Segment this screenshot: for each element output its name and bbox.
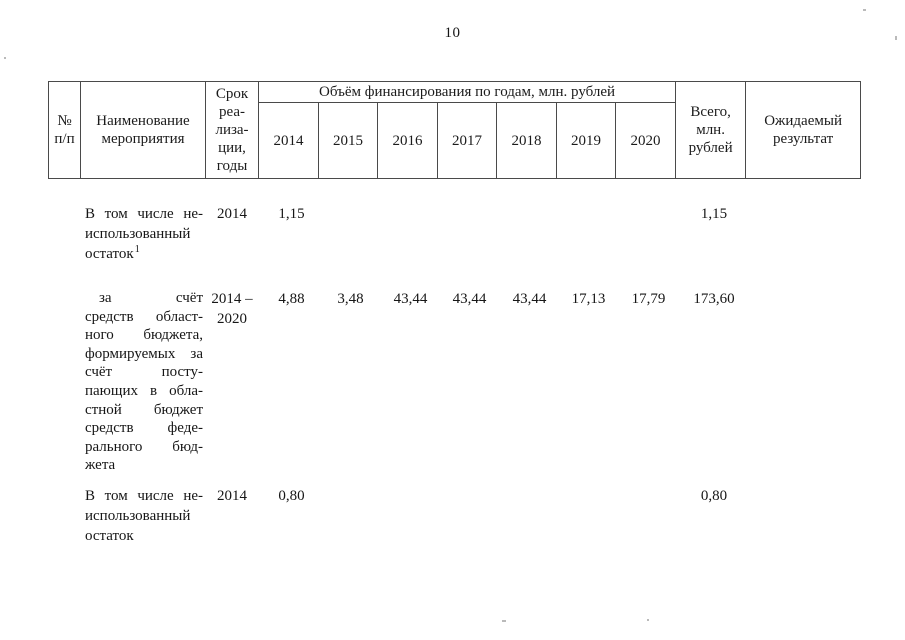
scan-speck [647, 619, 649, 621]
row-value-2014: 4,88 [278, 291, 305, 307]
page-number: 10 [444, 25, 461, 41]
scan-speck [895, 36, 897, 40]
col-header-name: Наименование мероприятия [80, 81, 206, 179]
col-header-year-2017: 2017 [437, 102, 497, 179]
row-name: В том числе не- использованный остаток [85, 486, 203, 546]
row-name-line: В том числе не- [85, 206, 203, 222]
col-header-total: Всего, млн. рублей [675, 81, 747, 179]
scan-speck [502, 620, 506, 622]
row-total: 1,15 [700, 206, 728, 222]
row-value-2014: 1,15 [278, 206, 305, 222]
row-name-line: рального бюд- [85, 438, 203, 455]
row-total: 173,60 [693, 291, 735, 307]
row-name-line: стной бюджет [85, 401, 203, 418]
col-header-year-2019: 2019 [556, 102, 616, 179]
col-header-period: Срок реа- лиза- ции, годы [205, 81, 259, 179]
row-period: 2014 [217, 206, 247, 222]
row-name-line: за счёт [99, 290, 203, 306]
row-name-line: средств феде- [85, 420, 203, 437]
row-name-line: формируемых за [85, 345, 203, 362]
row-name: за счёт средств област- ного бюджета, фо… [85, 289, 203, 475]
row-value-2020: 17,79 [631, 291, 666, 307]
row-value-2016: 43,44 [393, 291, 428, 307]
footnote-marker: 1 [134, 244, 140, 255]
col-header-result: Ожидаемый результат [745, 81, 862, 179]
row-name-line: В том числе не- [85, 488, 203, 504]
row-name-line: остаток [85, 528, 134, 544]
col-header-year-2014: 2014 [258, 102, 319, 179]
col-header-year-2020: 2020 [614, 102, 677, 179]
row-name-line: средств област- [85, 308, 203, 325]
row-name: В том числе не- использованный остаток1 [85, 204, 203, 264]
row-total: 0,80 [700, 488, 728, 504]
row-name-text: остаток [85, 246, 134, 262]
row-name-line: счёт посту- [85, 364, 203, 381]
scan-speck [863, 9, 866, 11]
row-value-2015: 3,48 [337, 291, 364, 307]
row-name-line: ного бюджета, [85, 327, 203, 344]
row-period: 2014 – 2020 [211, 291, 253, 327]
row-name-line: использованный [85, 226, 191, 242]
row-value-2018: 43,44 [512, 291, 547, 307]
row-value-2014: 0,80 [278, 488, 305, 504]
col-header-num: № п/п [48, 81, 81, 179]
row-value-2017: 43,44 [452, 291, 487, 307]
row-name-line: пающих в обла- [85, 382, 203, 399]
col-header-year-2018: 2018 [496, 102, 557, 179]
col-header-finance-span: Объём финансирования по годам, млн. рубл… [257, 81, 677, 103]
row-value-2019: 17,13 [571, 291, 606, 307]
scan-speck [4, 57, 6, 59]
row-name-line: остаток1 [85, 244, 203, 264]
row-name-line: жета [85, 457, 116, 474]
finance-table-header: № п/п Наименование мероприятия Срок реа-… [48, 81, 862, 179]
col-header-year-2015: 2015 [318, 102, 378, 179]
row-name-line: использованный [85, 508, 191, 524]
row-period: 2014 [217, 488, 247, 504]
col-header-year-2016: 2016 [377, 102, 438, 179]
